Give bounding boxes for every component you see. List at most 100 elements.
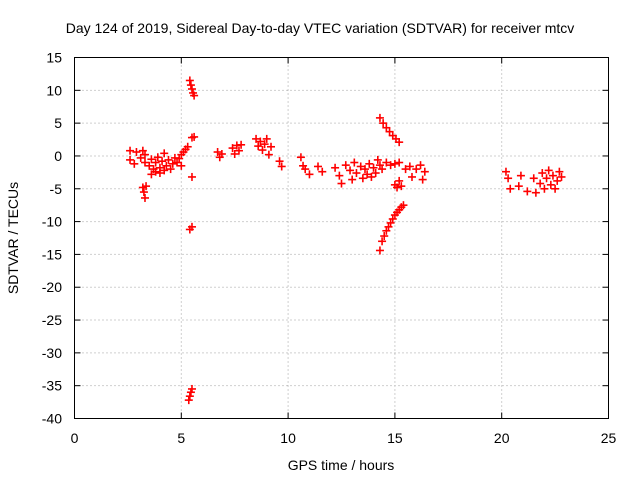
data-point bbox=[348, 175, 357, 184]
data-point bbox=[187, 384, 196, 393]
data-point bbox=[145, 161, 154, 170]
data-point bbox=[397, 182, 406, 191]
data-point bbox=[275, 157, 284, 166]
data-point bbox=[168, 159, 177, 168]
data-point bbox=[190, 132, 199, 141]
data-point bbox=[186, 81, 195, 90]
data-point bbox=[395, 158, 404, 167]
data-point bbox=[506, 184, 515, 193]
data-point bbox=[301, 165, 310, 174]
x-tick-label: 25 bbox=[601, 430, 617, 446]
data-point bbox=[132, 148, 141, 157]
data-point bbox=[335, 171, 344, 180]
data-point bbox=[139, 188, 148, 197]
data-point bbox=[375, 246, 384, 255]
data-point bbox=[380, 232, 389, 241]
data-point bbox=[155, 169, 164, 178]
data-point bbox=[536, 179, 545, 188]
y-tick-label: -35 bbox=[42, 378, 62, 394]
data-point bbox=[187, 172, 196, 181]
data-point bbox=[557, 172, 566, 181]
data-point bbox=[140, 158, 149, 167]
data-point bbox=[555, 167, 564, 176]
data-point bbox=[185, 392, 194, 401]
data-point bbox=[390, 159, 399, 168]
data-point bbox=[160, 166, 169, 175]
data-point bbox=[504, 174, 513, 183]
data-point bbox=[367, 172, 376, 181]
x-tick-labels: 0 5 10 15 20 25 bbox=[71, 430, 617, 446]
data-point bbox=[382, 158, 391, 167]
data-point bbox=[147, 155, 156, 164]
data-point bbox=[140, 150, 149, 159]
y-tick-label: -20 bbox=[42, 279, 62, 295]
data-point bbox=[420, 167, 429, 176]
data-point bbox=[151, 167, 160, 176]
data-point bbox=[185, 76, 194, 85]
data-point bbox=[401, 165, 410, 174]
data-point bbox=[158, 157, 167, 166]
x-tick-label: 15 bbox=[387, 430, 403, 446]
data-point bbox=[538, 169, 547, 178]
y-tick-label: -40 bbox=[42, 411, 62, 427]
data-point bbox=[234, 146, 243, 155]
chart-title: Day 124 of 2019, Sidereal Day-to-day VTE… bbox=[66, 20, 575, 36]
data-point bbox=[318, 167, 327, 176]
y-tick-label: -25 bbox=[42, 312, 62, 328]
data-point bbox=[341, 161, 350, 170]
x-axis-title: GPS time / hours bbox=[288, 457, 395, 473]
data-point bbox=[523, 187, 532, 196]
data-point bbox=[166, 165, 175, 174]
data-point bbox=[379, 119, 388, 128]
data-point bbox=[363, 170, 372, 179]
y-tick-label: -10 bbox=[42, 214, 62, 230]
data-point bbox=[217, 149, 226, 158]
data-point bbox=[337, 179, 346, 188]
data-point bbox=[553, 176, 562, 185]
data-point bbox=[256, 137, 265, 146]
data-point bbox=[126, 155, 135, 164]
data-point bbox=[395, 176, 404, 185]
data-point bbox=[399, 201, 408, 210]
data-point bbox=[177, 161, 186, 170]
data-point bbox=[254, 142, 263, 151]
data-point bbox=[405, 162, 414, 171]
data-point bbox=[356, 162, 365, 171]
data-point bbox=[126, 146, 135, 155]
y-tick-label: 10 bbox=[46, 82, 62, 98]
data-point bbox=[501, 167, 510, 176]
data-point bbox=[373, 155, 382, 164]
y-tick-label: -30 bbox=[42, 345, 62, 361]
data-point bbox=[164, 155, 173, 164]
x-tick-label: 20 bbox=[494, 430, 510, 446]
y-tick-label: 15 bbox=[46, 50, 62, 66]
data-point bbox=[314, 162, 323, 171]
data-point bbox=[142, 182, 151, 191]
y-tick-labels: 15 10 5 0 -5 -10 -15 -20 -25 -30 -35 -40 bbox=[42, 50, 62, 427]
data-point bbox=[277, 162, 286, 171]
data-point bbox=[418, 175, 427, 184]
data-point bbox=[136, 153, 145, 162]
data-point bbox=[375, 113, 384, 122]
data-point bbox=[350, 158, 359, 167]
data-point bbox=[346, 166, 355, 175]
data-point bbox=[407, 172, 416, 181]
data-point bbox=[358, 174, 367, 183]
data-point bbox=[147, 170, 156, 179]
data-point bbox=[371, 169, 380, 178]
data-point bbox=[386, 161, 395, 170]
data-point bbox=[153, 153, 162, 162]
data-point bbox=[237, 140, 246, 149]
data-point bbox=[395, 138, 404, 147]
data-point bbox=[365, 159, 374, 168]
data-point bbox=[258, 146, 267, 155]
x-tick-label: 0 bbox=[71, 430, 79, 446]
data-point bbox=[151, 158, 160, 167]
y-tick-label: 5 bbox=[54, 115, 62, 131]
x-tick-label: 5 bbox=[177, 430, 185, 446]
data-point bbox=[184, 396, 193, 405]
x-tick-label: 10 bbox=[280, 430, 296, 446]
data-point bbox=[378, 237, 387, 246]
y-tick-label: 0 bbox=[54, 148, 62, 164]
